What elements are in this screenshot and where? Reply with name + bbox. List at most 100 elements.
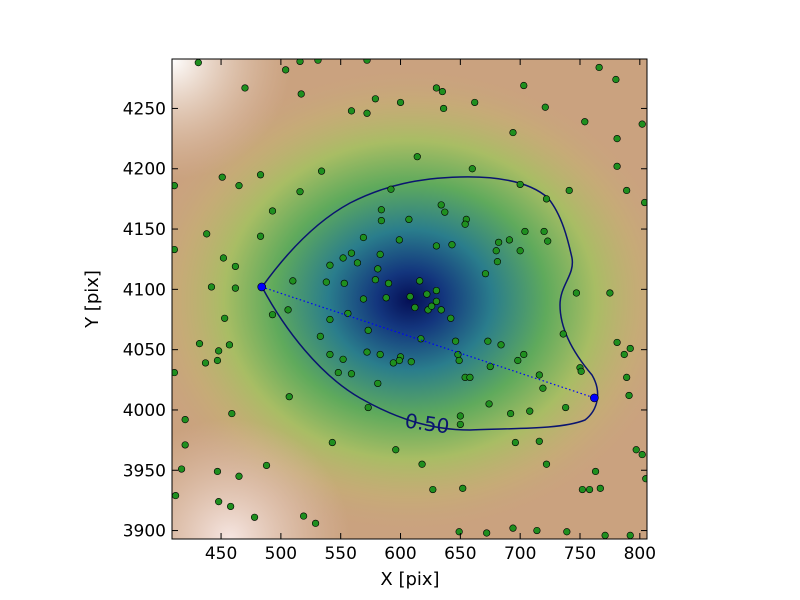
data-point: [613, 338, 621, 347]
data-point: [447, 314, 455, 322]
x-axis-label: X [pix]: [380, 569, 439, 590]
data-point: [595, 63, 603, 72]
data-point: [642, 475, 647, 483]
data-point: [225, 341, 234, 349]
y-tick-label: 3900: [123, 522, 166, 542]
data-point: [572, 289, 581, 297]
data-point: [437, 201, 445, 209]
data-point: [213, 467, 222, 476]
x-tick-label: 750: [564, 544, 596, 564]
data-point: [455, 528, 463, 536]
data-point: [497, 341, 505, 349]
data-point: [423, 290, 431, 298]
data-point: [285, 393, 293, 401]
data-point: [347, 107, 356, 115]
data-point: [172, 182, 178, 190]
endpoint: [590, 393, 599, 403]
data-point: [459, 484, 467, 492]
data-point: [613, 162, 621, 170]
data-point: [526, 407, 534, 415]
data-point: [606, 289, 614, 297]
data-point: [563, 528, 571, 536]
data-point: [456, 420, 464, 429]
plot-frame: [171, 58, 648, 540]
data-point: [509, 524, 517, 532]
data-point: [195, 340, 204, 348]
data-point: [172, 491, 180, 500]
data-point: [521, 227, 529, 236]
data-point: [334, 368, 342, 377]
data-point: [284, 306, 292, 314]
data-point: [314, 59, 322, 64]
x-tick-label: 500: [265, 544, 297, 564]
data-point: [311, 519, 320, 527]
data-point: [322, 278, 330, 286]
y-axis-label: Y [pix]: [82, 270, 103, 329]
y-tick-label: 3950: [123, 461, 166, 481]
data-point: [262, 461, 271, 470]
y-tick-label: 4050: [123, 341, 166, 361]
data-point: [392, 446, 400, 454]
data-point: [353, 259, 362, 267]
data-point: [405, 215, 413, 224]
data-point: [520, 81, 528, 90]
data-point: [296, 59, 304, 66]
data-point: [493, 258, 502, 266]
data-point: [461, 220, 469, 228]
data-point: [492, 247, 500, 255]
data-point: [326, 315, 334, 324]
data-point: [613, 134, 621, 143]
data-point: [395, 236, 403, 244]
data-point: [371, 95, 380, 103]
data-point: [641, 198, 647, 207]
data-point: [359, 295, 368, 303]
data-point: [542, 460, 551, 468]
data-point: [407, 358, 415, 366]
data-point: [626, 531, 634, 539]
data-point: [339, 254, 347, 262]
data-point: [620, 350, 628, 359]
y-tick-label: 4150: [123, 220, 166, 240]
y-tick-label: 4250: [123, 99, 166, 119]
data-point: [347, 370, 356, 378]
data-point: [428, 302, 436, 310]
endpoint: [257, 282, 267, 292]
data-point: [364, 403, 372, 412]
data-point: [363, 59, 371, 64]
data-point: [221, 314, 229, 322]
data-point: [377, 206, 385, 214]
data-point: [359, 233, 368, 242]
data-point: [241, 84, 249, 92]
data-point: [432, 286, 441, 295]
data-point: [250, 513, 259, 521]
data-point: [540, 227, 548, 236]
data-point: [533, 526, 541, 535]
data-point: [541, 103, 549, 111]
data-point: [377, 217, 385, 225]
data-point: [215, 347, 223, 355]
contour: [261, 176, 599, 431]
data-point: [432, 242, 441, 250]
data-point: [601, 531, 609, 539]
data-point: [486, 362, 494, 371]
data-point: [578, 485, 586, 494]
data-point: [406, 292, 414, 301]
x-tick-label: 650: [444, 544, 476, 564]
data-point: [228, 409, 236, 418]
axis-line: [261, 286, 595, 399]
data-point: [581, 118, 589, 126]
data-point: [516, 180, 524, 189]
data-point: [481, 270, 490, 278]
data-point: [485, 400, 493, 408]
data-point: [626, 344, 634, 353]
data-point: [495, 238, 503, 246]
data-point: [374, 265, 382, 273]
data-point: [514, 356, 522, 365]
data-point: [505, 236, 514, 244]
data-point: [542, 195, 551, 203]
data-point: [448, 241, 456, 249]
data-point: [297, 90, 305, 98]
data-point: [389, 359, 397, 367]
data-point: [347, 249, 356, 257]
